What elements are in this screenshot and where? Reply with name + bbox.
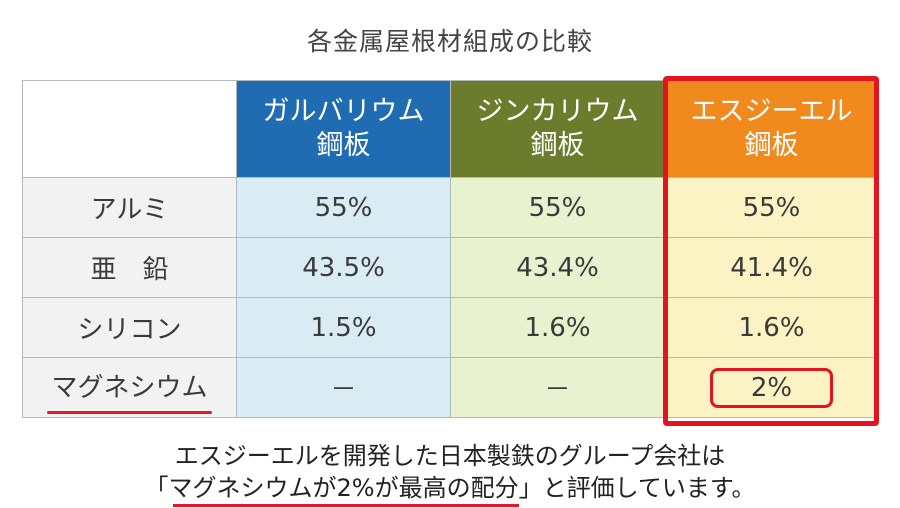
- cell-value: 55%: [664, 177, 879, 238]
- row-label: 亜 鉛: [22, 237, 237, 298]
- cell-value: 55%: [450, 177, 665, 238]
- caption-open-bracket: 「: [144, 474, 169, 502]
- header-row: ガルバリウム 鋼板 ジンカリウム 鋼板 エスジーエル 鋼板: [22, 80, 879, 178]
- row-label: アルミ: [22, 177, 237, 238]
- header-galvalume-name: ガルバリウム: [262, 96, 425, 127]
- cell-value: 41.4%: [664, 237, 879, 298]
- highlight-box: 2%: [709, 367, 834, 408]
- caption-line-2: 「マグネシウムが2%が最高の配分」と評価しています。: [0, 468, 900, 507]
- comparison-table: ガルバリウム 鋼板 ジンカリウム 鋼板 エスジーエル 鋼板 アルミ 55% 55…: [22, 80, 879, 418]
- page-title: 各金属屋根材組成の比較: [306, 27, 593, 56]
- header-galvalume-suffix: 鋼板: [316, 130, 371, 161]
- cell-value: －: [236, 357, 451, 418]
- table-row: シリコン 1.5% 1.6% 1.6%: [22, 297, 879, 358]
- caption-emphasis: マグネシウムが2%が最高の配分: [169, 468, 519, 507]
- row-label: シリコン: [22, 297, 237, 358]
- cell-value: 1.6%: [450, 297, 665, 358]
- row-label-magnesium: マグネシウム: [22, 357, 237, 418]
- corner-cell: [22, 80, 237, 178]
- cell-value: 55%: [236, 177, 451, 238]
- cell-value: 1.6%: [664, 297, 879, 358]
- table-row: マグネシウム － － 2%: [22, 357, 879, 418]
- header-sgl-name: エスジーエル: [690, 96, 853, 127]
- row-label-text: マグネシウム: [47, 367, 212, 414]
- cell-value-highlighted: 2%: [664, 357, 879, 418]
- table-row: アルミ 55% 55% 55%: [22, 177, 879, 238]
- header-galvalume: ガルバリウム 鋼板: [236, 80, 451, 178]
- cell-value: 1.5%: [236, 297, 451, 358]
- caption-line-1: エスジーエルを開発した日本製鉄のグループ会社は: [174, 442, 726, 470]
- caption-rest: 」と評価しています。: [518, 474, 756, 502]
- cell-value: －: [450, 357, 665, 418]
- table-row: 亜 鉛 43.5% 43.4% 41.4%: [22, 237, 879, 298]
- header-zincalume: ジンカリウム 鋼板: [450, 80, 665, 178]
- header-sgl: エスジーエル 鋼板: [664, 80, 879, 178]
- header-zincalume-suffix: 鋼板: [530, 130, 585, 161]
- cell-value: 43.5%: [236, 237, 451, 298]
- cell-value: 43.4%: [450, 237, 665, 298]
- header-zincalume-name: ジンカリウム: [476, 96, 639, 127]
- header-sgl-suffix: 鋼板: [744, 130, 799, 161]
